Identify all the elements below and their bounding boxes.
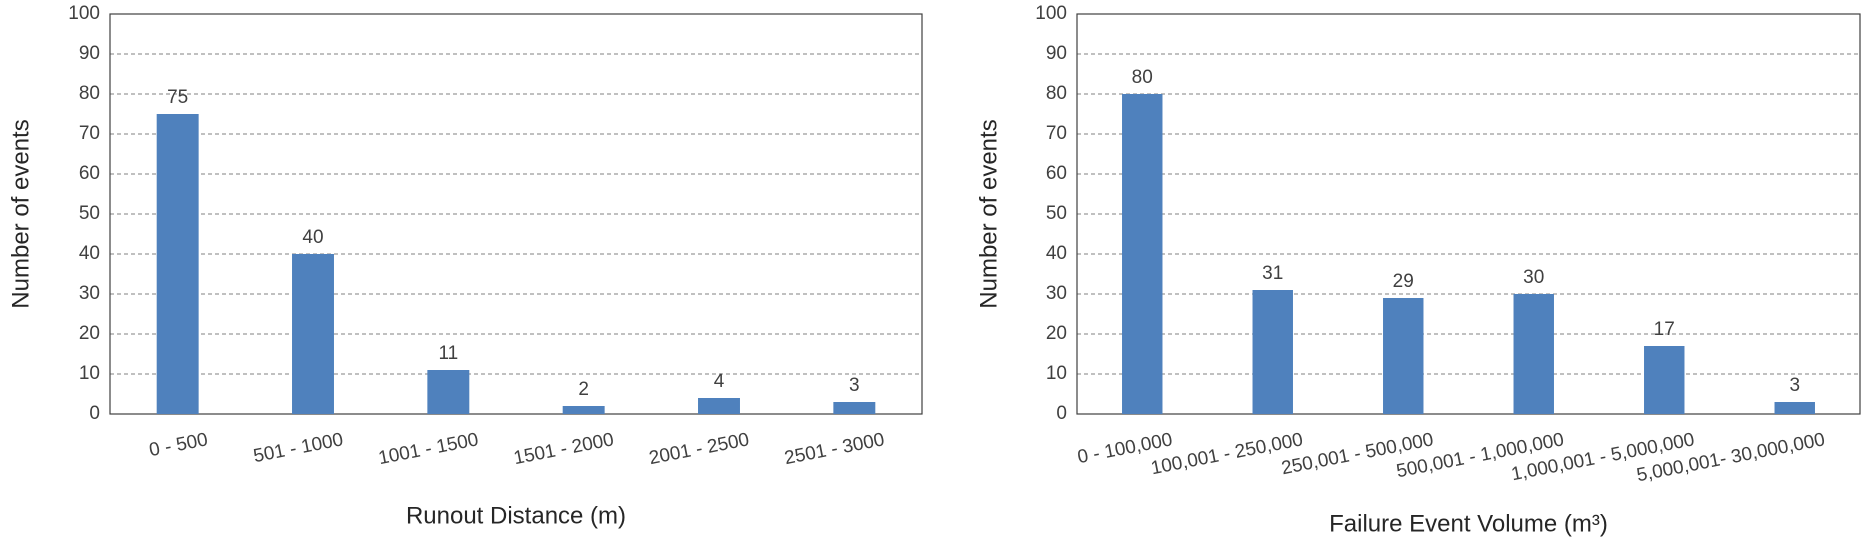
x-tick-label: 2501 - 3000 bbox=[783, 429, 887, 469]
bar bbox=[1774, 402, 1815, 414]
data-label: 11 bbox=[438, 343, 458, 364]
x-tick-label: 0 - 500 bbox=[148, 429, 210, 461]
y-tick-label: 20 bbox=[1046, 323, 1067, 344]
y-tick-label: 90 bbox=[1046, 43, 1067, 64]
y-tick-label: 50 bbox=[1046, 203, 1067, 224]
data-label: 3 bbox=[1789, 375, 1800, 396]
y-axis-title: Number of events bbox=[7, 119, 34, 308]
data-label: 75 bbox=[167, 87, 188, 108]
y-axis-title: Number of events bbox=[975, 119, 1002, 308]
y-tick-label: 90 bbox=[79, 43, 100, 64]
bar bbox=[427, 370, 470, 414]
y-tick-label: 70 bbox=[1046, 123, 1067, 144]
y-tick-label: 10 bbox=[79, 363, 100, 384]
data-label: 17 bbox=[1654, 319, 1675, 340]
bar bbox=[1513, 294, 1554, 414]
y-tick-label: 80 bbox=[1046, 83, 1067, 104]
data-label: 2 bbox=[578, 379, 589, 400]
bar bbox=[1122, 94, 1163, 414]
y-tick-label: 40 bbox=[1046, 243, 1067, 264]
data-label: 30 bbox=[1523, 267, 1544, 288]
bar bbox=[698, 398, 740, 414]
y-tick-label: 0 bbox=[89, 403, 100, 424]
bar bbox=[156, 114, 199, 414]
y-tick-label: 80 bbox=[79, 83, 100, 104]
data-label: 31 bbox=[1262, 263, 1283, 284]
bar bbox=[833, 402, 876, 414]
data-label: 40 bbox=[302, 227, 323, 248]
y-tick-label: 30 bbox=[1046, 283, 1067, 304]
y-tick-label: 10 bbox=[1046, 363, 1067, 384]
plot-frame bbox=[109, 13, 923, 415]
y-tick-label: 20 bbox=[79, 323, 100, 344]
bar bbox=[562, 406, 605, 414]
y-tick-label: 70 bbox=[79, 123, 100, 144]
y-tick-label: 30 bbox=[79, 283, 100, 304]
bar bbox=[1252, 290, 1293, 414]
y-tick-label: 100 bbox=[68, 3, 100, 24]
bar bbox=[292, 254, 334, 414]
data-label: 4 bbox=[714, 371, 725, 392]
y-tick-label: 100 bbox=[1035, 3, 1067, 24]
x-tick-label: 2001 - 2500 bbox=[647, 429, 751, 469]
y-tick-label: 0 bbox=[1056, 403, 1067, 424]
plot-frame bbox=[1076, 13, 1861, 415]
bar bbox=[1644, 346, 1685, 414]
data-label: 80 bbox=[1132, 67, 1153, 88]
x-tick-label: 501 - 1000 bbox=[252, 429, 345, 467]
y-tick-label: 60 bbox=[1046, 163, 1067, 184]
bar bbox=[1383, 298, 1424, 414]
data-label: 3 bbox=[849, 375, 860, 396]
data-label: 29 bbox=[1393, 271, 1414, 292]
y-tick-label: 50 bbox=[79, 203, 100, 224]
x-tick-label: 1501 - 2000 bbox=[512, 429, 616, 469]
x-axis-title: Runout Distance (m) bbox=[406, 502, 626, 529]
x-tick-label: 1001 - 1500 bbox=[377, 429, 481, 469]
y-tick-label: 60 bbox=[79, 163, 100, 184]
y-tick-label: 40 bbox=[79, 243, 100, 264]
x-axis-title: Failure Event Volume (m³) bbox=[1329, 510, 1608, 537]
